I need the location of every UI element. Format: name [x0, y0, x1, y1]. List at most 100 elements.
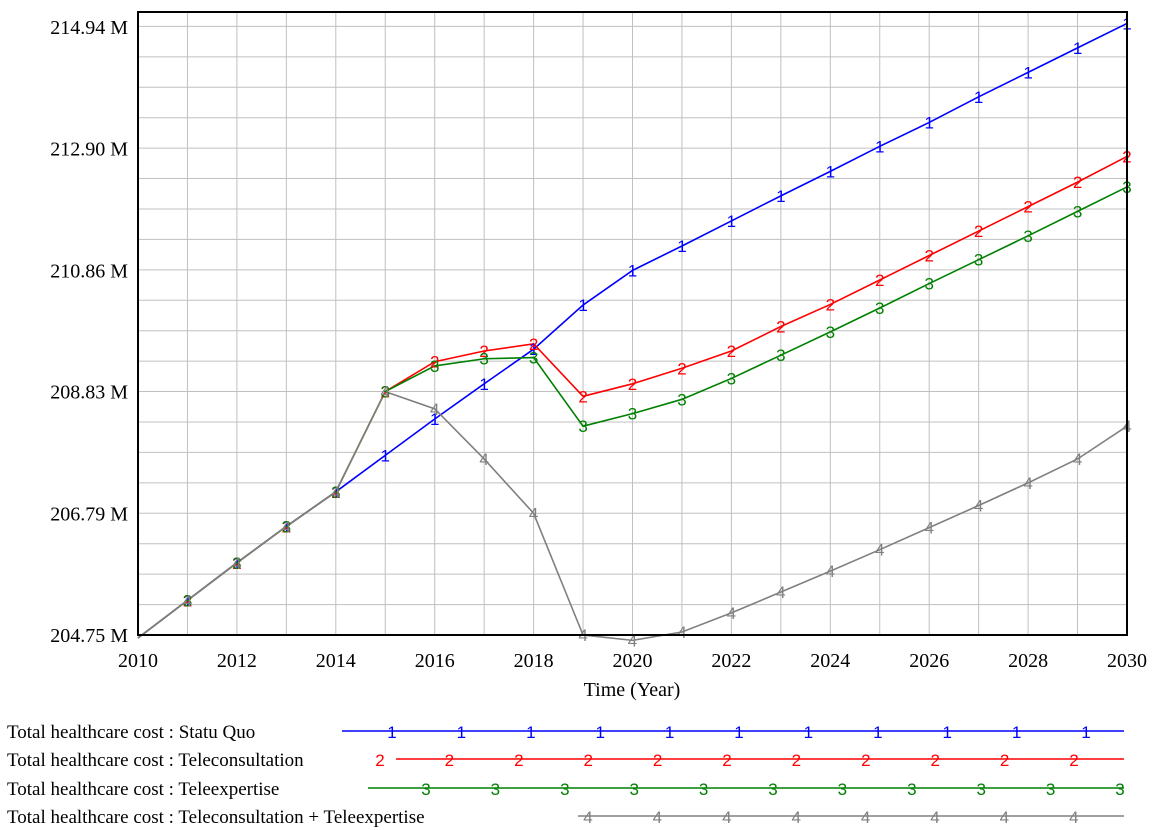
data-point-marker: 4 — [1073, 450, 1082, 469]
data-point-marker: 1 — [727, 212, 736, 231]
data-point-marker: 4 — [381, 383, 390, 402]
data-point-marker: 2 — [232, 554, 241, 573]
legend-marker: 1 — [873, 723, 882, 742]
legend-label: Total healthcare cost : Statu Quo — [7, 722, 255, 743]
data-point-marker: 4 — [529, 504, 538, 523]
data-point-marker: 4 — [479, 450, 488, 469]
legend-marker: 1 — [665, 723, 674, 742]
legend-marker: 3 — [699, 780, 708, 799]
data-point-marker: 1 — [875, 137, 884, 156]
data-point-marker: 3 — [183, 591, 192, 610]
data-point-marker: 1 — [381, 446, 390, 465]
data-point-marker: 2 — [875, 271, 884, 290]
legend-marker: 1 — [1081, 723, 1090, 742]
data-point-marker: 2 — [1023, 198, 1032, 217]
data-point-marker: 4 — [924, 519, 933, 538]
legend: Total healthcare cost : Statu Quo 1 1 1 1 1 1 1… — [7, 722, 1125, 828]
y-tick-label: 206.79 M — [50, 503, 128, 525]
legend-marker: 4 — [1000, 808, 1009, 827]
data-point-marker: 3 — [974, 251, 983, 270]
legend-marker: 3 — [491, 780, 500, 799]
legend-marker: 3 — [629, 780, 638, 799]
legend-marker: 1 — [804, 723, 813, 742]
legend-marker: 3 — [976, 780, 985, 799]
data-point-marker: 1 — [529, 340, 538, 359]
data-point-marker: 4 — [875, 541, 884, 560]
legend-marker: 2 — [861, 751, 870, 770]
data-point-marker: 2 — [727, 342, 736, 361]
legend-marker: 3 — [1115, 780, 1124, 799]
data-point-marker: 1 — [776, 187, 785, 206]
data-point-marker: 1 — [628, 261, 637, 280]
legend-marker: 1 — [387, 723, 396, 742]
legend-marker: 1 — [457, 723, 466, 742]
data-point-marker: 3 — [875, 299, 884, 318]
data-point-marker: 2 — [677, 359, 686, 378]
legend-marker: 2 — [1069, 751, 1078, 770]
data-point-marker: 3 — [479, 350, 488, 369]
x-tick-label: 2020 — [613, 650, 653, 672]
legend-marker: 1 — [942, 723, 951, 742]
data-point-marker: 2 — [282, 517, 291, 536]
data-point-marker: 2 — [381, 383, 390, 402]
data-point-marker: 3 — [331, 483, 340, 502]
series-lines — [137, 22, 1128, 642]
y-tick-label: 212.90 M — [50, 139, 128, 161]
legend-marker: 4 — [583, 808, 592, 827]
data-point-marker: 4 — [430, 400, 439, 419]
data-point-marker: 2 — [479, 342, 488, 361]
data-point-marker: 3 — [381, 383, 390, 402]
data-point-marker: 2 — [974, 222, 983, 241]
data-point-marker: 4 — [232, 554, 241, 573]
legend-marker: 4 — [653, 808, 662, 827]
data-point-marker: 1 — [232, 554, 241, 573]
data-point-marker: 2 — [183, 591, 192, 610]
y-tick-label: 204.75 M — [50, 625, 128, 647]
data-point-marker: 4 — [331, 483, 340, 502]
x-axis-title: Time (Year) — [584, 679, 681, 701]
x-tick-labels: 2010 2012 2014 2016 2018 2020 2022 2024 2026 2028… — [118, 650, 1147, 672]
legend-marker: 3 — [560, 780, 569, 799]
legend-marker: 1 — [1012, 723, 1021, 742]
x-tick-label: 2024 — [810, 650, 850, 672]
x-tick-label: 2012 — [217, 650, 257, 672]
data-point-marker: 1 — [331, 483, 340, 502]
data-point-marker: 2 — [1073, 173, 1082, 192]
x-tick-label: 2022 — [711, 650, 751, 672]
data-point-marker: 2 — [529, 335, 538, 354]
legend-marker: 2 — [722, 751, 731, 770]
data-point-marker: 3 — [776, 346, 785, 365]
x-tick-label: 2018 — [514, 650, 554, 672]
data-point-marker: 2 — [628, 375, 637, 394]
data-point-marker: 4 — [826, 562, 835, 581]
legend-marker: 3 — [907, 780, 916, 799]
legend-marker: 4 — [861, 808, 870, 827]
y-tick-labels: 204.75 M 206.79 M 208.83 M 210.86 M 212.90 M… — [50, 17, 128, 647]
x-tick-label: 2026 — [909, 650, 949, 672]
data-point-marker: 3 — [282, 517, 291, 536]
legend-marker: 4 — [791, 808, 800, 827]
data-point-marker: 3 — [578, 417, 587, 436]
legend-marker: 4 — [1069, 808, 1078, 827]
legend-label: Total healthcare cost : Teleexpertise — [7, 779, 279, 800]
legend-marker: 2 — [445, 751, 454, 770]
y-tick-label: 214.94 M — [50, 17, 128, 39]
data-point-marker: 1 — [183, 591, 192, 610]
data-point-marker: 4 — [183, 591, 192, 610]
data-point-marker: 1 — [677, 237, 686, 256]
data-point-marker: 2 — [331, 483, 340, 502]
data-point-marker: 1 — [282, 517, 291, 536]
data-point-marker: 2 — [924, 247, 933, 266]
data-point-marker: 4 — [628, 631, 637, 650]
data-point-marker: 1 — [1073, 39, 1082, 58]
legend-marker: 2 — [514, 751, 523, 770]
data-point-marker: 1 — [479, 375, 488, 394]
legend-marker: 3 — [838, 780, 847, 799]
legend-marker: 1 — [526, 723, 535, 742]
legend-marker: 2 — [1000, 751, 1009, 770]
legend-marker: 2 — [792, 751, 801, 770]
data-point-marker: 4 — [974, 497, 983, 516]
data-point-marker: 3 — [628, 405, 637, 424]
legend-marker: 2 — [653, 751, 662, 770]
